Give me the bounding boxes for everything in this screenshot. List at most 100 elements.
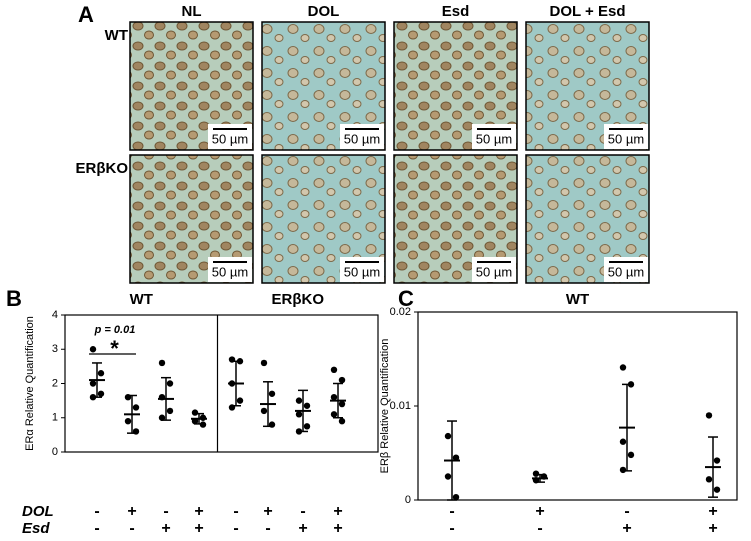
treatment-sign: - xyxy=(94,503,99,520)
data-point xyxy=(627,451,635,459)
data-point xyxy=(330,394,338,401)
treatment-sign: + xyxy=(194,520,203,537)
panel-label: C xyxy=(398,286,414,311)
treatment-sign: + xyxy=(298,520,307,537)
data-point xyxy=(303,402,311,409)
chart-title: WT xyxy=(566,291,589,308)
data-point xyxy=(268,390,276,397)
treatment-sign: - xyxy=(233,520,238,537)
data-point xyxy=(338,376,346,384)
data-point xyxy=(338,417,346,425)
data-point xyxy=(705,476,713,483)
panel-label: A xyxy=(78,2,94,27)
treatment-sign: + xyxy=(333,520,342,537)
data-point xyxy=(199,421,207,428)
data-point xyxy=(303,423,311,430)
y-tick-label: 0 xyxy=(405,494,411,506)
treatment-name: Esd xyxy=(22,520,50,537)
data-point xyxy=(228,356,236,363)
treatment-sign: - xyxy=(449,503,454,520)
treatment-sign: - xyxy=(537,520,542,537)
data-point xyxy=(260,407,268,415)
data-point xyxy=(713,486,721,493)
group-title: WT xyxy=(130,291,153,308)
data-point xyxy=(444,432,452,440)
row-label: WT xyxy=(105,27,128,44)
treatment-sign: + xyxy=(708,503,717,520)
data-point xyxy=(166,407,174,415)
scale-label: 50 µm xyxy=(344,264,380,279)
data-point xyxy=(236,358,244,365)
y-tick-label: 0.01 xyxy=(390,400,411,412)
data-point xyxy=(295,397,303,404)
treatment-sign: - xyxy=(300,503,305,520)
data-point xyxy=(158,394,166,401)
data-point xyxy=(158,359,166,367)
scale-label: 50 µm xyxy=(476,264,512,279)
micrograph xyxy=(525,21,650,151)
data-point xyxy=(132,428,140,435)
treatment-sign: + xyxy=(127,503,136,520)
data-point xyxy=(540,473,548,480)
data-point xyxy=(132,404,140,411)
column-header: DOL + Esd xyxy=(550,3,626,20)
data-point xyxy=(452,493,460,501)
treatment-sign: - xyxy=(624,503,629,520)
data-point xyxy=(97,390,105,397)
significance: * xyxy=(110,336,119,361)
annotation: p = 0.01 xyxy=(94,324,136,336)
data-point xyxy=(705,412,713,419)
treatment-sign: - xyxy=(265,520,270,537)
treatment-sign: - xyxy=(94,520,99,537)
data-point xyxy=(532,477,540,484)
scale-label: 50 µm xyxy=(212,264,248,279)
data-point xyxy=(295,411,303,418)
data-point xyxy=(330,366,338,373)
data-point xyxy=(97,370,105,377)
treatment-sign: + xyxy=(708,520,717,537)
column-header: DOL xyxy=(308,3,340,20)
data-point xyxy=(260,359,268,367)
treatment-sign: - xyxy=(449,520,454,537)
data-point xyxy=(228,380,236,387)
data-point xyxy=(199,414,207,421)
scale-label: 50 µm xyxy=(476,131,512,146)
y-tick-label: 0 xyxy=(52,446,58,458)
data-point xyxy=(338,400,346,408)
scale-label: 50 µm xyxy=(344,131,380,146)
treatment-sign: - xyxy=(233,503,238,520)
data-point xyxy=(619,364,627,371)
data-point xyxy=(627,381,635,388)
treatment-name: DOL xyxy=(22,503,54,520)
treatment-sign: + xyxy=(622,520,631,537)
data-point xyxy=(713,457,721,464)
data-point xyxy=(124,417,132,425)
treatment-sign: + xyxy=(161,520,170,537)
data-point xyxy=(89,346,97,353)
row-label: ERβKO xyxy=(76,160,129,177)
data-point xyxy=(158,414,166,421)
y-tick-label: 4 xyxy=(52,309,58,321)
data-point xyxy=(89,380,97,387)
treatment-sign: - xyxy=(129,520,134,537)
scale-label: 50 µm xyxy=(608,264,644,279)
data-point xyxy=(191,417,199,425)
data-point xyxy=(89,394,97,401)
data-point xyxy=(268,421,276,428)
data-point xyxy=(444,473,452,480)
data-point xyxy=(295,428,303,435)
scale-label: 50 µm xyxy=(212,131,248,146)
data-point xyxy=(124,394,132,401)
group-title: ERβKO xyxy=(272,291,325,308)
y-tick-label: 3 xyxy=(52,343,58,355)
y-tick-label: 2 xyxy=(52,377,58,389)
data-point xyxy=(166,380,174,387)
treatment-sign: - xyxy=(163,503,168,520)
treatment-sign: + xyxy=(263,503,272,520)
treatment-sign: + xyxy=(535,503,544,520)
column-header: Esd xyxy=(442,3,470,20)
panel-label: B xyxy=(6,286,22,311)
y-tick-label: 0.02 xyxy=(390,306,411,318)
data-point xyxy=(228,404,236,411)
